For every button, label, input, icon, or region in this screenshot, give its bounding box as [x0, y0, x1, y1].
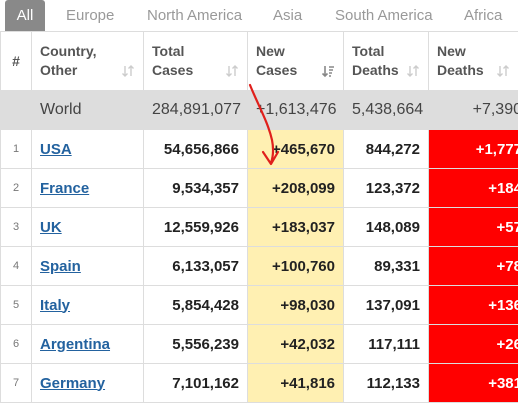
new-deaths-cell: +136 — [428, 285, 518, 325]
sort-arrows-icon[interactable] — [496, 64, 510, 78]
world-index — [0, 90, 32, 130]
new-deaths-cell: +26 — [428, 324, 518, 364]
country-link-spain[interactable]: Spain — [40, 257, 81, 275]
header-new-cases[interactable]: New Cases — [247, 31, 344, 91]
sort-arrows-icon[interactable] — [121, 64, 135, 78]
header-country-label-1: Country, — [40, 43, 97, 59]
world-total-deaths: 5,438,664 — [343, 90, 429, 130]
new-cases-cell: +42,032 — [247, 324, 344, 364]
sort-arrows-icon[interactable] — [225, 64, 239, 78]
row-index: 2 — [0, 168, 32, 208]
header-total-deaths-label-1: Total — [352, 43, 385, 59]
total-deaths-cell: 112,133 — [343, 363, 429, 403]
table-row: 3 UK 12,559,926 +183,037 148,089 +57 — [0, 207, 518, 247]
world-total-cases: 284,891,077 — [143, 90, 248, 130]
country-cell: USA — [31, 129, 144, 169]
total-cases-cell: 54,656,866 — [143, 129, 248, 169]
header-total-cases-label-2: Cases — [152, 62, 194, 78]
tab-asia[interactable]: Asia — [273, 7, 303, 24]
country-link-argentina[interactable]: Argentina — [40, 335, 111, 353]
total-cases-cell: 6,133,057 — [143, 246, 248, 286]
country-link-italy[interactable]: Italy — [40, 296, 71, 314]
total-deaths-cell: 123,372 — [343, 168, 429, 208]
new-deaths-cell: +78 — [428, 246, 518, 286]
total-cases-cell: 7,101,162 — [143, 363, 248, 403]
tab-north-america[interactable]: North America — [147, 7, 243, 24]
row-index: 3 — [0, 207, 32, 247]
world-row: World 284,891,077 +1,613,476 5,438,664 +… — [0, 90, 518, 130]
total-cases-cell: 12,559,926 — [143, 207, 248, 247]
country-cell: UK — [31, 207, 144, 247]
header-total-deaths-label-2: Deaths — [352, 62, 399, 78]
world-new-cases: +1,613,476 — [247, 90, 344, 130]
total-deaths-cell: 844,272 — [343, 129, 429, 169]
new-cases-cell: +183,037 — [247, 207, 344, 247]
region-tabs: All Europe North America Asia South Amer… — [0, 0, 518, 31]
tab-europe[interactable]: Europe — [66, 7, 115, 24]
country-cell: Argentina — [31, 324, 144, 364]
world-country: World — [31, 90, 144, 130]
tab-south-america[interactable]: South America — [335, 7, 433, 24]
world-new-deaths: +7,390 — [428, 90, 518, 130]
total-cases-cell: 5,854,428 — [143, 285, 248, 325]
row-index: 5 — [0, 285, 32, 325]
country-link-uk[interactable]: UK — [40, 218, 62, 236]
table-row: 7 Germany 7,101,162 +41,816 112,133 +381 — [0, 363, 518, 403]
tab-all[interactable]: All — [5, 0, 45, 31]
header-total-cases[interactable]: Total Cases — [143, 31, 248, 91]
covid-table: # Country, Other Total Cases New Cases T… — [0, 31, 518, 403]
table-row: 1 USA 54,656,866 +465,670 844,272 +1,777 — [0, 129, 518, 169]
new-deaths-cell: +57 — [428, 207, 518, 247]
new-cases-cell: +100,760 — [247, 246, 344, 286]
row-index: 6 — [0, 324, 32, 364]
header-new-cases-label-1: New — [256, 43, 285, 59]
header-total-deaths[interactable]: Total Deaths — [343, 31, 429, 91]
country-cell: Spain — [31, 246, 144, 286]
country-link-france[interactable]: France — [40, 179, 90, 197]
table-header-row: # Country, Other Total Cases New Cases T… — [0, 31, 518, 91]
total-cases-cell: 9,534,357 — [143, 168, 248, 208]
header-country[interactable]: Country, Other — [31, 31, 144, 91]
header-index: # — [0, 31, 32, 91]
table-row: 6 Argentina 5,556,239 +42,032 117,111 +2… — [0, 324, 518, 364]
new-cases-cell: +208,099 — [247, 168, 344, 208]
tab-africa[interactable]: Africa — [464, 7, 503, 24]
table-row: 2 France 9,534,357 +208,099 123,372 +184 — [0, 168, 518, 208]
new-cases-cell: +98,030 — [247, 285, 344, 325]
header-new-cases-label-2: Cases — [256, 62, 298, 78]
total-deaths-cell: 117,111 — [343, 324, 429, 364]
header-new-deaths-label-2: Deaths — [437, 62, 484, 78]
total-deaths-cell: 89,331 — [343, 246, 429, 286]
total-deaths-cell: 148,089 — [343, 207, 429, 247]
total-cases-cell: 5,556,239 — [143, 324, 248, 364]
header-new-deaths-label-1: New — [437, 43, 466, 59]
new-deaths-cell: +184 — [428, 168, 518, 208]
country-cell: Italy — [31, 285, 144, 325]
new-deaths-cell: +1,777 — [428, 129, 518, 169]
new-cases-cell: +465,670 — [247, 129, 344, 169]
table-row: 5 Italy 5,854,428 +98,030 137,091 +136 — [0, 285, 518, 325]
country-cell: Germany — [31, 363, 144, 403]
table-row: 4 Spain 6,133,057 +100,760 89,331 +78 — [0, 246, 518, 286]
country-cell: France — [31, 168, 144, 208]
sort-descending-icon[interactable] — [321, 64, 335, 78]
row-index: 7 — [0, 363, 32, 403]
row-index: 1 — [0, 129, 32, 169]
new-deaths-cell: +381 — [428, 363, 518, 403]
country-link-germany[interactable]: Germany — [40, 374, 106, 392]
header-total-cases-label-1: Total — [152, 43, 185, 59]
new-cases-cell: +41,816 — [247, 363, 344, 403]
row-index: 4 — [0, 246, 32, 286]
header-country-label-2: Other — [40, 62, 78, 78]
header-new-deaths[interactable]: New Deaths — [428, 31, 518, 91]
sort-arrows-icon[interactable] — [406, 64, 420, 78]
country-link-usa[interactable]: USA — [40, 140, 72, 158]
total-deaths-cell: 137,091 — [343, 285, 429, 325]
